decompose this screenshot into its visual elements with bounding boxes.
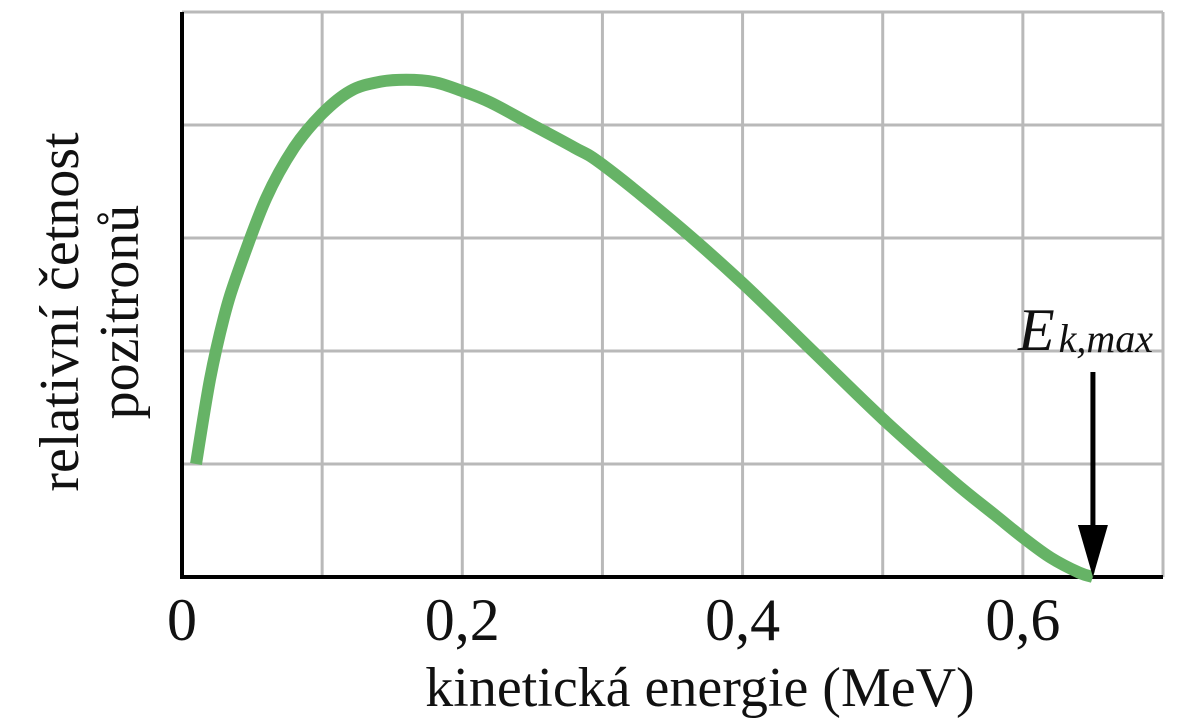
x-tick-label: 0,4 [705, 587, 780, 653]
grid [182, 10, 1165, 577]
series-line [190, 73, 1095, 583]
y-axis-label-line: relativní četnost [29, 132, 91, 492]
y-axis-label-line: pozitronů [89, 205, 151, 420]
axes [180, 12, 1163, 579]
x-tick-labels: 0 0,2 0,4 0,6 [167, 587, 1060, 653]
x-tick-label: 0 [167, 587, 197, 653]
annotation-arrow-head [1077, 525, 1108, 577]
x-tick-label: 0,6 [985, 587, 1060, 653]
plot-area [190, 73, 1095, 583]
x-axis-label: kinetická energie (MeV) [425, 657, 974, 719]
x-tick-label: 0,2 [425, 587, 500, 653]
annotation-subscript: k,max [1059, 316, 1154, 361]
